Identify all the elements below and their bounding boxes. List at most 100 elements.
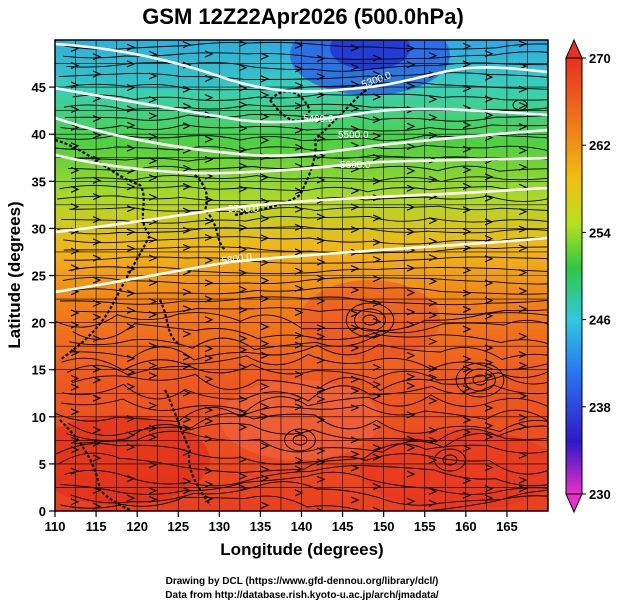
colorbar-tick-label: 230: [589, 487, 611, 502]
stream-arrow: [518, 208, 528, 216]
height-contours: [55, 42, 548, 294]
stream-arrow: [92, 115, 102, 123]
stream-arrow: [238, 269, 248, 277]
stream-arrow: [350, 63, 360, 71]
stream-arrow: [182, 477, 192, 485]
stream-arrow: [238, 84, 248, 92]
streamline: [72, 373, 548, 392]
stream-arrow: [126, 228, 136, 236]
stream-arrow: [518, 485, 528, 493]
stream-arrow: [350, 265, 360, 273]
stream-arrow: [204, 279, 214, 287]
stream-arrow: [316, 237, 326, 245]
stream-arrow: [148, 298, 158, 306]
stream-arrow: [518, 414, 528, 422]
stream-arrow: [204, 135, 214, 143]
stream-arrow: [182, 207, 192, 215]
stream-arrow: [406, 44, 416, 52]
stream-arrow: [518, 332, 528, 340]
stream-arrow: [148, 433, 158, 441]
stream-arrow: [350, 104, 360, 112]
stream-arrow: [260, 351, 270, 359]
stream-arrow: [204, 256, 214, 264]
x-tick-label: 110: [45, 519, 66, 534]
stream-arrow: [238, 363, 248, 371]
stream-arrow: [372, 116, 382, 124]
stream-arrow: [238, 423, 248, 431]
stream-arrow: [518, 351, 528, 359]
stream-arrow: [182, 389, 192, 397]
stream-arrow: [204, 480, 214, 488]
stream-arrow: [428, 365, 438, 373]
stream-arrow: [350, 496, 360, 504]
stream-arrow: [462, 166, 472, 174]
stream-arrow: [70, 142, 80, 150]
streamline: [68, 413, 548, 436]
stream-arrow: [294, 403, 304, 411]
stream-arrow: [260, 258, 270, 267]
stream-arrow: [260, 383, 270, 391]
stream-arrow: [372, 153, 382, 161]
eddy-circle: [512, 99, 528, 111]
streamline: [68, 165, 548, 172]
stream-arrow: [316, 332, 326, 340]
credit-line-2: Data from http://database.rish.kyoto-u.a…: [165, 590, 439, 601]
stream-arrow: [204, 295, 214, 303]
y-tick-label: 45: [32, 80, 46, 95]
stream-arrow: [406, 411, 416, 419]
contour-5500: [55, 116, 548, 157]
stream-arrow: [350, 125, 360, 133]
stream-arrow: [182, 424, 192, 432]
stream-arrow: [92, 394, 102, 402]
stream-arrow: [518, 361, 528, 369]
stream-arrow: [484, 194, 494, 202]
stream-arrow: [350, 80, 360, 88]
stream-arrow: [462, 60, 472, 68]
stream-arrow: [484, 50, 494, 58]
stream-arrow: [148, 254, 158, 262]
stream-arrow: [126, 355, 136, 363]
stream-arrow: [148, 174, 158, 182]
x-tick-label: 135: [250, 519, 272, 534]
stream-arrow: [462, 244, 472, 252]
colorbar-bottom-arrow: [565, 493, 583, 514]
streamline: [55, 144, 548, 152]
stream-arrow: [260, 234, 270, 242]
stream-arrow: [484, 372, 494, 380]
stream-arrow: [350, 375, 360, 383]
stream-arrow: [428, 131, 438, 139]
stream-arrow: [182, 244, 192, 252]
stream-arrow: [70, 446, 80, 454]
stream-arrow: [204, 354, 214, 362]
colorbar-tick-label: 238: [589, 400, 611, 415]
stream-arrow: [372, 177, 382, 185]
stream-arrow: [260, 323, 270, 331]
stream-arrow: [70, 106, 80, 114]
stream-arrow: [260, 412, 270, 420]
eddy-circle: [472, 374, 488, 386]
x-tick-label: 155: [414, 519, 436, 534]
stream-arrow: [462, 228, 472, 236]
contour-5300: [55, 42, 548, 93]
streamline: [62, 276, 548, 285]
stream-arrow: [70, 264, 80, 272]
streamline: [55, 312, 548, 331]
stream-arrow: [126, 323, 136, 331]
stream-arrow: [462, 145, 472, 153]
stream-arrow: [350, 387, 360, 395]
x-tick-label: 120: [126, 519, 148, 534]
stream-arrow: [260, 75, 270, 83]
stream-arrow: [70, 408, 80, 416]
stream-arrow: [294, 41, 304, 49]
x-tick-label: 150: [373, 519, 395, 534]
streamline: [66, 422, 548, 443]
map-title: GSM 12Z22Apr2026 (500.0hPa): [142, 4, 464, 29]
contour-label-5800: 5800.0: [221, 252, 253, 267]
streamline: [60, 471, 548, 495]
stream-arrow: [406, 289, 416, 297]
eddy-circle: [345, 302, 395, 338]
stream-arrow: [462, 289, 472, 297]
stream-arrow: [350, 404, 360, 412]
stream-arrow: [126, 245, 136, 253]
y-tick-label: 30: [32, 221, 46, 236]
